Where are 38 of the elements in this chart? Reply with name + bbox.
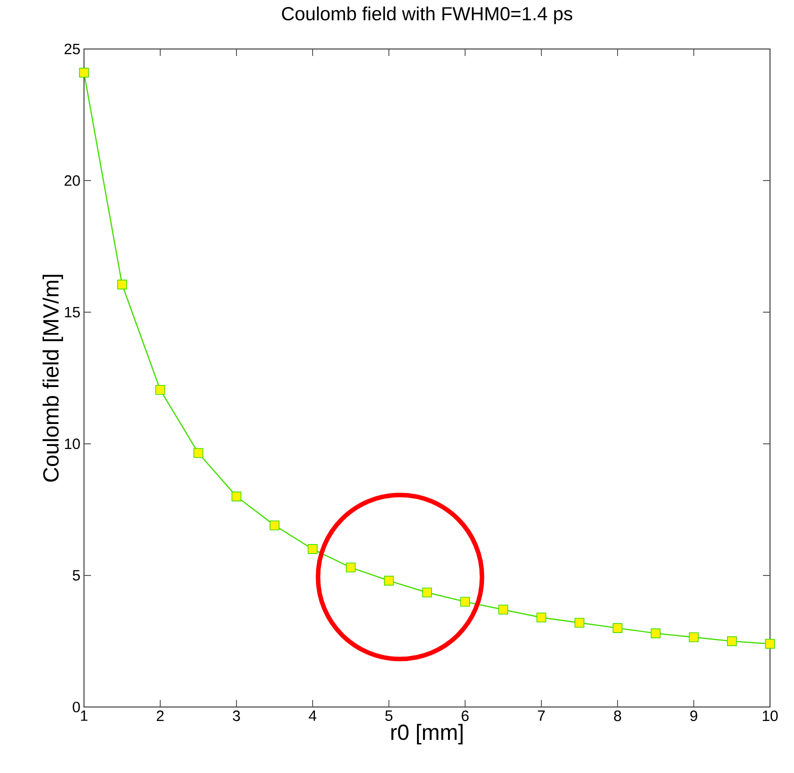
chart-title: Coulomb field with FWHM0=1.4 ps (282, 6, 572, 24)
x-tick-label: 7 (538, 710, 545, 721)
point (193, 448, 204, 458)
point (117, 280, 128, 290)
y-tick-label: 5 (72, 570, 80, 581)
point (460, 596, 470, 607)
point (574, 618, 584, 628)
point (346, 562, 356, 572)
point (270, 520, 280, 530)
point (765, 638, 775, 649)
y-tick-label: 20 (64, 175, 80, 186)
x-tick-label: 10 (762, 710, 778, 722)
y-tick-label: 25 (64, 44, 80, 54)
point (498, 604, 508, 615)
point (155, 384, 166, 395)
x-axis-title: r0 [mm] (391, 724, 463, 744)
point (650, 628, 661, 638)
y-tick-label: 15 (65, 306, 80, 318)
point (422, 588, 432, 598)
point (308, 544, 318, 554)
x-tick-label: 3 (232, 710, 240, 722)
point (688, 632, 699, 642)
x-tick-label: 5 (385, 710, 392, 721)
point (726, 636, 737, 646)
x-tick-label: 8 (614, 710, 622, 722)
y-axis-title: Coulomb field [MV/m] (42, 274, 64, 482)
point (384, 576, 394, 586)
point (536, 612, 546, 622)
x-tick-label: 4 (308, 710, 316, 721)
x-tick-label: 2 (156, 710, 164, 721)
x-tick-label: 9 (690, 710, 698, 722)
point (232, 492, 242, 502)
point (79, 68, 89, 78)
y-tick-label: 10 (65, 438, 80, 450)
point (612, 623, 622, 633)
x-tick-label: 6 (462, 710, 469, 722)
x-tick-label: 1 (80, 710, 88, 721)
y-tick-label: 0 (72, 702, 80, 712)
